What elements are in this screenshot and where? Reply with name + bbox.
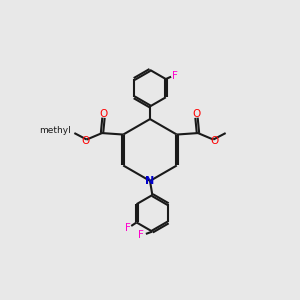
Text: methyl: methyl (39, 126, 71, 135)
Text: O: O (99, 109, 108, 119)
Text: F: F (138, 230, 144, 239)
Text: O: O (192, 109, 201, 119)
Text: F: F (125, 223, 130, 233)
Text: O: O (210, 136, 219, 146)
Text: N: N (146, 176, 154, 186)
Text: O: O (81, 136, 90, 146)
Text: F: F (172, 70, 178, 80)
